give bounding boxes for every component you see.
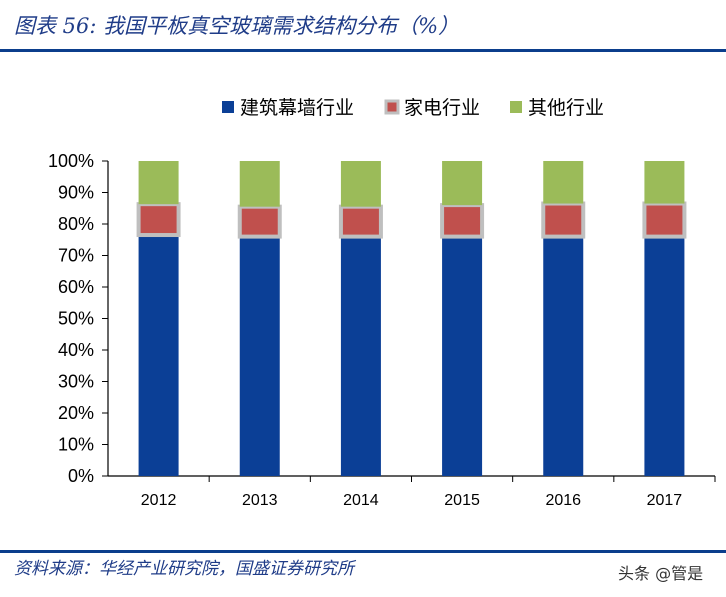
watermark: 头条 @管是 xyxy=(618,564,704,583)
y-tick-label: 50% xyxy=(58,309,94,329)
bottom-rule xyxy=(0,550,726,553)
y-tick-label: 40% xyxy=(58,340,94,360)
bar-segment-1 xyxy=(543,236,584,476)
x-tick-label: 2015 xyxy=(444,492,480,509)
figure-title: 图表 56: 我国平板真空玻璃需求结构分布（%） xyxy=(14,14,460,38)
bar-segment-2 xyxy=(237,204,282,239)
bar-segment-3 xyxy=(340,161,381,207)
bar-segment-2 xyxy=(440,203,485,239)
bar-segment-2 xyxy=(642,201,687,239)
y-tick-label: 60% xyxy=(58,277,94,297)
x-tick-label: 2014 xyxy=(343,492,379,509)
y-tick-label: 10% xyxy=(58,435,94,455)
y-tick-label: 0% xyxy=(68,466,94,486)
bar-segment-2 xyxy=(338,204,383,239)
x-tick-label: 2012 xyxy=(141,492,177,509)
bar-segment-3 xyxy=(239,161,280,207)
bar-segment-1 xyxy=(644,236,685,476)
bar-segment-1 xyxy=(239,236,280,476)
bar-segment-3 xyxy=(138,161,179,205)
bar-segment-2 xyxy=(541,201,586,239)
legend-label: 建筑幕墙行业 xyxy=(240,97,354,119)
bar-segment-3 xyxy=(543,161,584,204)
y-tick-label: 20% xyxy=(58,403,94,423)
legend-label: 家电行业 xyxy=(404,97,480,119)
legend-swatch xyxy=(222,101,234,113)
bar-segment-1 xyxy=(340,236,381,476)
legend-label: 其他行业 xyxy=(528,97,604,119)
x-tick-label: 2016 xyxy=(545,492,581,509)
bar-segment-1 xyxy=(138,235,179,476)
y-tick-label: 100% xyxy=(48,151,94,171)
y-tick-label: 80% xyxy=(58,214,94,234)
source-note: 资料来源：华经产业研究院，国盛证券研究所 xyxy=(14,559,354,579)
bar-segment-3 xyxy=(644,161,685,204)
y-tick-label: 70% xyxy=(58,246,94,266)
x-tick-label: 2013 xyxy=(242,492,278,509)
legend-swatch xyxy=(510,101,522,113)
y-tick-label: 30% xyxy=(58,372,94,392)
top-rule xyxy=(0,49,726,52)
legend-swatch xyxy=(384,99,400,115)
y-tick-label: 90% xyxy=(58,183,94,203)
bar-segment-3 xyxy=(442,161,483,206)
bar-segment-1 xyxy=(442,236,483,476)
bar-segment-2 xyxy=(136,202,181,238)
x-tick-label: 2017 xyxy=(647,492,683,509)
